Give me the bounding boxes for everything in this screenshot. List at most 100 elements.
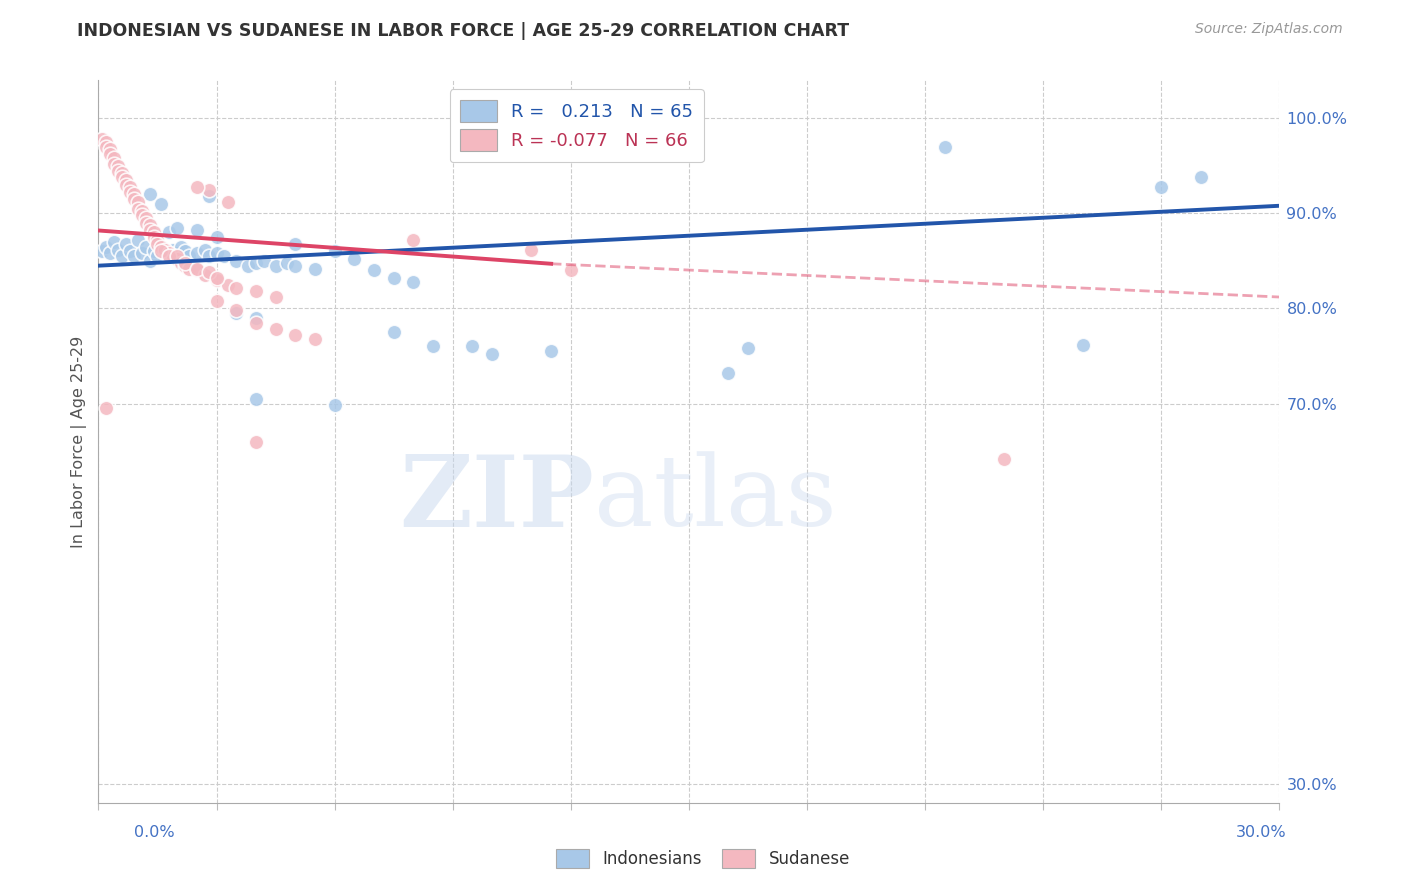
Point [107, 159, 129, 173]
Text: 0.0%: 0.0% [134, 825, 174, 840]
Point [1189, 170, 1212, 185]
Point [197, 189, 219, 203]
Point [186, 263, 208, 277]
Point [197, 183, 219, 197]
Point [174, 256, 197, 270]
Point [166, 220, 188, 235]
Point [382, 325, 405, 339]
Point [115, 236, 138, 251]
Point [343, 252, 366, 266]
Point [197, 265, 219, 279]
Point [142, 230, 165, 244]
Point [245, 392, 267, 406]
Point [107, 163, 129, 178]
Point [127, 202, 149, 216]
Point [225, 254, 247, 268]
Point [264, 322, 287, 336]
Point [245, 285, 267, 299]
Point [225, 306, 247, 320]
Point [225, 303, 247, 318]
Point [118, 186, 141, 200]
Point [217, 277, 239, 292]
Point [162, 243, 184, 257]
Point [146, 236, 169, 251]
Point [194, 268, 217, 282]
Point [993, 451, 1015, 466]
Point [131, 208, 153, 222]
Point [382, 271, 405, 285]
Point [205, 271, 228, 285]
Point [135, 240, 157, 254]
Text: atlas: atlas [595, 451, 837, 547]
Point [245, 434, 267, 449]
Point [186, 179, 208, 194]
Point [236, 259, 259, 273]
Point [103, 157, 125, 171]
Point [96, 401, 118, 416]
Point [111, 249, 134, 263]
Point [98, 142, 121, 156]
Point [135, 211, 157, 226]
Point [131, 246, 153, 260]
Point [276, 256, 298, 270]
Point [304, 261, 326, 276]
Point [122, 249, 145, 263]
Point [170, 256, 193, 270]
Point [177, 261, 200, 276]
Point [118, 244, 141, 259]
Point [150, 240, 173, 254]
Point [115, 178, 138, 192]
Point [138, 187, 160, 202]
Text: Source: ZipAtlas.com: Source: ZipAtlas.com [1195, 22, 1343, 37]
Point [174, 259, 197, 273]
Point [146, 249, 169, 263]
Point [323, 244, 346, 259]
Point [166, 249, 188, 263]
Point [131, 204, 153, 219]
Legend: R =   0.213   N = 65, R = -0.077   N = 66: R = 0.213 N = 65, R = -0.077 N = 66 [450, 89, 704, 162]
Point [194, 243, 217, 257]
Point [155, 246, 177, 260]
Text: 30.0%: 30.0% [1236, 825, 1286, 840]
Point [150, 244, 173, 259]
Point [96, 240, 118, 254]
Point [166, 246, 188, 260]
Point [402, 233, 425, 247]
Point [205, 246, 228, 260]
Point [135, 216, 157, 230]
Point [717, 366, 740, 380]
Point [170, 240, 193, 254]
Point [142, 226, 165, 240]
Point [118, 179, 141, 194]
Point [323, 398, 346, 412]
Point [264, 290, 287, 304]
Point [197, 249, 219, 263]
Y-axis label: In Labor Force | Age 25-29: In Labor Force | Age 25-29 [72, 335, 87, 548]
Point [186, 223, 208, 237]
Point [934, 140, 956, 154]
Text: INDONESIAN VS SUDANESE IN LABOR FORCE | AGE 25-29 CORRELATION CHART: INDONESIAN VS SUDANESE IN LABOR FORCE | … [77, 22, 849, 40]
Point [98, 246, 121, 260]
Point [284, 259, 307, 273]
Point [115, 173, 138, 187]
Point [217, 194, 239, 209]
Point [103, 151, 125, 165]
Point [150, 197, 173, 211]
Point [245, 310, 267, 325]
Point [96, 135, 118, 149]
Point [461, 339, 484, 353]
Point [304, 332, 326, 346]
Point [138, 254, 160, 268]
Point [142, 244, 165, 259]
Point [138, 223, 160, 237]
Point [186, 246, 208, 260]
Point [103, 235, 125, 249]
Point [205, 293, 228, 308]
Point [205, 230, 228, 244]
Point [107, 243, 129, 257]
Point [737, 342, 759, 356]
Point [157, 246, 180, 260]
Point [363, 263, 385, 277]
Point [225, 280, 247, 294]
Point [284, 328, 307, 343]
